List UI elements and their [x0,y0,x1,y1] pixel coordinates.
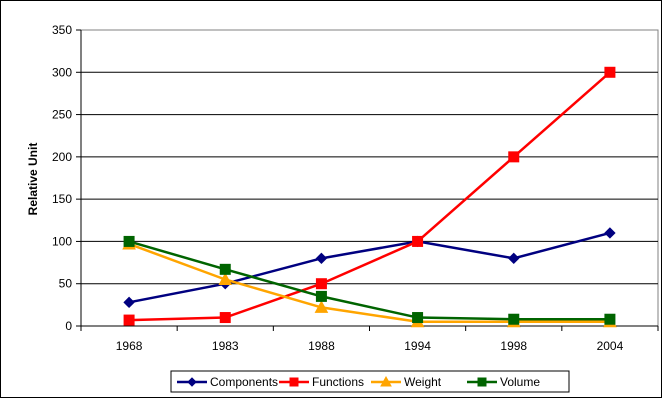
point-volume [123,235,135,247]
legend-item-weight: Weight [371,375,442,389]
series-line-weight [128,242,610,324]
point-volume [412,312,424,324]
y-axis-title: Relative Unit [26,143,40,216]
y-tick-label: 200 [52,150,72,164]
x-tick-label: 1994 [404,339,431,353]
point-components [604,227,616,239]
y-tick-label: 0 [65,319,72,333]
point-volume [508,313,520,325]
point-volume [219,263,231,275]
point-functions [508,151,520,163]
legend-marker-weight [380,375,392,387]
axis-layer: 0 50 100 150 200 250 300 350 1968 1983 1988 1994 199… [52,23,659,353]
legend-item-functions: Functions [279,375,364,389]
point-functions [219,312,231,324]
x-tick-label: 1983 [212,339,239,353]
series-functions [123,66,616,326]
point-components [508,252,520,265]
x-tick-label: 2004 [597,339,624,353]
x-tick-label: 1998 [500,339,527,353]
y-tick-label: 350 [52,23,72,37]
legend-item-volume: Volume [467,375,540,389]
y-tick-label: 50 [59,277,73,291]
point-functions [604,66,616,78]
legend: Components Functions Weight Volume [170,370,570,393]
point-components [315,252,328,265]
y-tick-label: 100 [52,234,72,248]
legend-label-volume: Volume [500,375,540,389]
y-tick-label: 150 [52,192,72,206]
series-layer [122,66,617,328]
legend-box [170,370,570,393]
grid-layer [81,71,658,285]
series-line-functions [129,71,611,322]
x-tick-label: 1968 [116,339,143,353]
point-components [123,296,135,309]
legend-item-components: Components [177,375,278,389]
point-volume [604,313,616,325]
series-line-components [128,231,611,304]
legend-label-components: Components [210,375,278,389]
point-functions [123,314,135,326]
point-weight [314,300,329,313]
y-tick-label: 250 [52,108,72,122]
legend-label-functions: Functions [312,375,364,389]
legend-label-weight: Weight [404,375,442,389]
x-tick-label: 1988 [308,339,335,353]
series-volume [123,235,616,325]
point-weight [218,272,233,285]
legend-marker-functions [289,377,299,387]
legend-marker-volume [477,377,487,387]
point-functions [412,235,424,247]
point-functions [315,278,327,290]
series-line-volume [128,240,610,321]
plot-area [80,29,659,327]
legend-marker-components [187,377,197,387]
point-volume [315,290,327,302]
y-tick-label: 300 [52,65,72,79]
